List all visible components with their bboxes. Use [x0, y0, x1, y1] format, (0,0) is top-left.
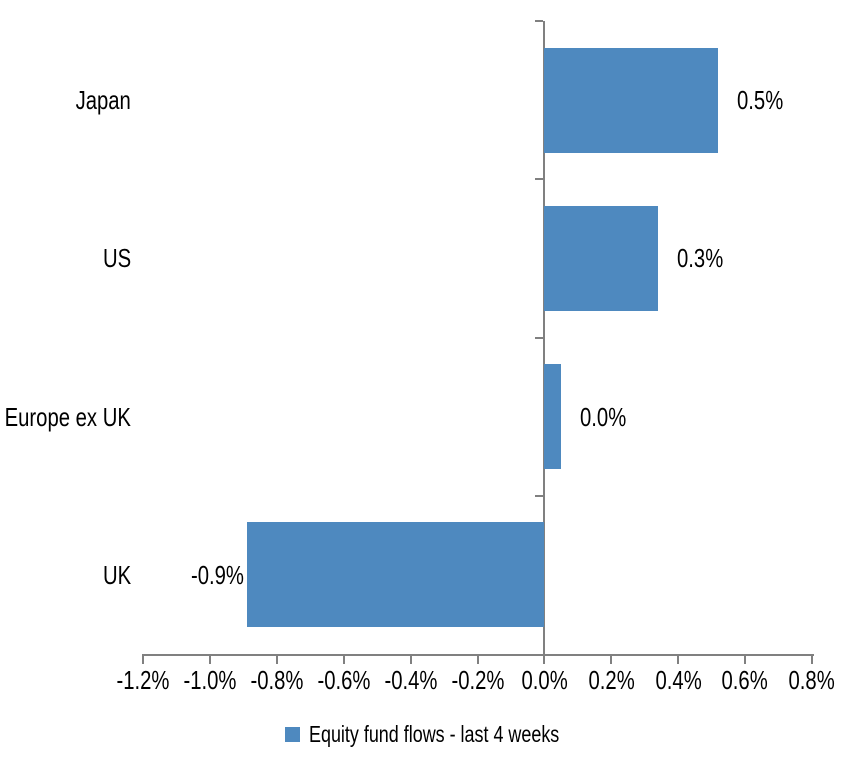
x-tick-label-text: 0.2%	[588, 665, 635, 695]
x-tick-label: 0.2%	[551, 665, 671, 695]
y-axis-tick	[535, 494, 544, 497]
x-tick-label-text: 0.4%	[655, 665, 702, 695]
y-axis-tick	[535, 178, 544, 181]
x-tick-label-text: -0.4%	[384, 665, 438, 695]
x-tick	[142, 654, 144, 664]
x-tick-label-text: 0.6%	[721, 665, 769, 695]
x-tick-label: -0.8%	[217, 665, 337, 695]
data-label-europe-ex-uk: 0.0%	[580, 402, 639, 432]
x-tick	[476, 654, 479, 664]
category-label-text: Europe ex UK	[4, 401, 131, 432]
x-tick-label: 0.0%	[484, 665, 604, 695]
y-axis-tick	[535, 336, 544, 339]
category-label-europe-ex-uk: Europe ex UK	[0, 402, 131, 432]
x-tick-label: -1.0%	[150, 665, 270, 695]
bar-uk	[246, 522, 545, 628]
x-tick	[275, 654, 278, 664]
data-label-text: -0.9%	[190, 559, 244, 590]
x-tick	[342, 654, 345, 664]
x-tick-label: -0.4%	[351, 665, 471, 695]
y-axis-tick	[535, 20, 544, 22]
bar-europe-ex-uk	[544, 364, 562, 470]
x-tick-label: 0.4%	[618, 665, 738, 695]
data-label-text: 0.3%	[677, 243, 724, 274]
x-tick-label-text: 0.0%	[521, 665, 568, 695]
x-tick-label-text: -1.2%	[116, 665, 170, 695]
x-tick-label: -1.2%	[83, 665, 203, 695]
category-label-text: US	[102, 243, 131, 274]
x-tick	[610, 654, 613, 664]
x-tick-label: 0.8%	[752, 665, 852, 695]
x-tick	[543, 654, 546, 664]
category-label-text: Japan	[75, 85, 131, 116]
x-tick-label: 0.6%	[685, 665, 805, 695]
x-tick-label: -0.6%	[284, 665, 404, 695]
x-tick	[208, 654, 211, 664]
data-label-text: 0.0%	[580, 401, 627, 432]
bar-japan	[544, 47, 719, 153]
x-tick-label-text: -0.2%	[451, 665, 504, 695]
x-tick	[409, 654, 412, 664]
y-axis-line	[543, 21, 546, 656]
x-tick	[677, 654, 680, 664]
x-tick-label-text: 0.8%	[788, 665, 836, 695]
bar-us	[544, 205, 659, 311]
x-tick	[811, 654, 813, 664]
data-label-japan: 0.5%	[737, 85, 796, 115]
category-label-japan: Japan	[60, 85, 131, 115]
data-label-us: 0.3%	[677, 243, 736, 273]
x-tick-label-text: -0.6%	[317, 665, 371, 695]
category-label-uk: UK	[95, 560, 131, 590]
data-label-text: 0.5%	[737, 85, 784, 116]
x-tick-label-text: -1.0%	[183, 665, 237, 695]
category-label-text: UK	[102, 559, 131, 590]
category-label-us: US	[95, 243, 131, 273]
x-tick	[744, 654, 747, 664]
x-tick-label: -0.2%	[418, 665, 538, 695]
data-label-uk: -0.9%	[176, 560, 244, 590]
x-tick-label-text: -0.8%	[250, 665, 304, 695]
